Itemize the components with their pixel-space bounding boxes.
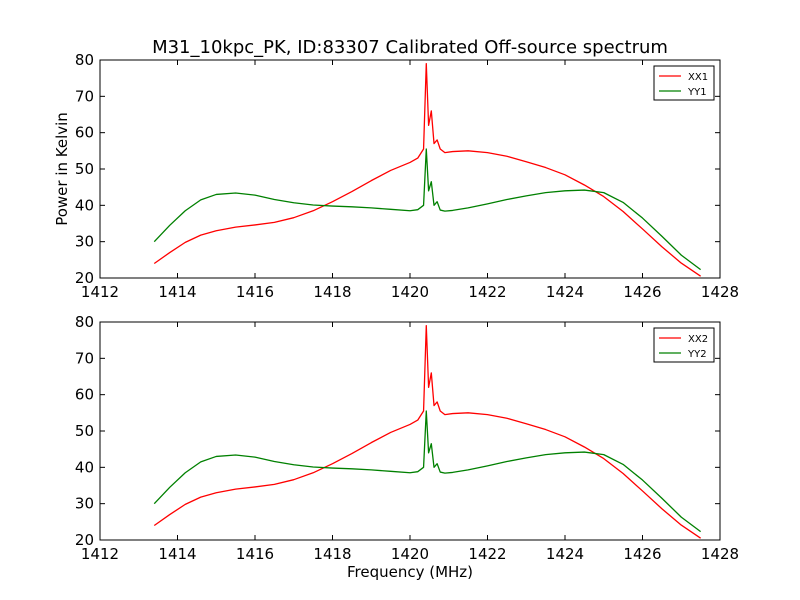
- top-x-tick-label: 1414: [158, 283, 196, 301]
- top-x-tick-label: 1420: [391, 283, 429, 301]
- top-legend-label-xx1: XX1: [688, 72, 708, 83]
- bottom-x-tick-label: 1416: [236, 545, 274, 563]
- bottom-x-tick-label: 1424: [546, 545, 584, 563]
- bottom-y-tick-label: 50: [75, 422, 94, 440]
- top-x-tick-label: 1426: [623, 283, 661, 301]
- bottom-y-tick-label: 40: [75, 458, 94, 476]
- bottom-x-axis-label: Frequency (MHz): [347, 563, 473, 581]
- top-y-tick-label: 50: [75, 160, 94, 178]
- top-y-tick-label: 30: [75, 233, 94, 251]
- top-legend-label-yy1: YY1: [687, 87, 707, 98]
- top-y-tick-label: 80: [75, 51, 94, 69]
- top-series-line-xx1: [153, 62, 701, 277]
- chart-title: M31_10kpc_PK, ID:83307 Calibrated Off-so…: [152, 37, 668, 58]
- bottom-series-line-xx2: [153, 324, 701, 539]
- bottom-y-tick-label: 60: [75, 386, 94, 404]
- top-x-tick-label: 1412: [81, 283, 119, 301]
- top-x-tick-label: 1424: [546, 283, 584, 301]
- bottom-legend-box: [653, 327, 715, 363]
- bottom-y-tick-label: 80: [75, 313, 94, 331]
- bottom-y-tick-label: 70: [75, 349, 94, 367]
- top-panel: 1412 1414 1416 1418 1420 1422 1424 1426 1428 20 30…: [75, 51, 739, 301]
- bottom-x-tick-label: 1428: [701, 545, 739, 563]
- top-y-tick-label: 40: [75, 196, 94, 214]
- bottom-y-tick-label: 20: [75, 531, 94, 549]
- bottom-x-tick-label: 1422: [468, 545, 506, 563]
- top-x-tick-label: 1422: [468, 283, 506, 301]
- top-x-tick-label: 1428: [701, 283, 739, 301]
- top-y-tick-label: 60: [75, 124, 94, 142]
- bottom-series-line-yy2: [153, 410, 702, 533]
- top-x-tick-label: 1418: [313, 283, 351, 301]
- bottom-x-tick-label: 1412: [81, 545, 119, 563]
- bottom-legend-label-xx2: XX2: [688, 334, 708, 345]
- bottom-panel: 1412 1414 1416 1418 1420 1422 1424 1426 1428 20 30…: [75, 313, 739, 563]
- bottom-x-tick-label: 1418: [313, 545, 351, 563]
- top-y-axis-label: Power in Kelvin: [53, 112, 71, 226]
- bottom-legend-label-yy2: YY2: [687, 349, 707, 360]
- top-x-tick-label: 1416: [236, 283, 274, 301]
- bottom-x-tick-label: 1426: [623, 545, 661, 563]
- bottom-y-tick-label: 30: [75, 495, 94, 513]
- bottom-x-tick-label: 1414: [158, 545, 196, 563]
- top-y-tick-label: 20: [75, 269, 94, 287]
- top-series-line-yy1: [153, 148, 702, 271]
- top-legend-box: [653, 65, 715, 101]
- top-y-tick-label: 70: [75, 87, 94, 105]
- bottom-x-tick-label: 1420: [391, 545, 429, 563]
